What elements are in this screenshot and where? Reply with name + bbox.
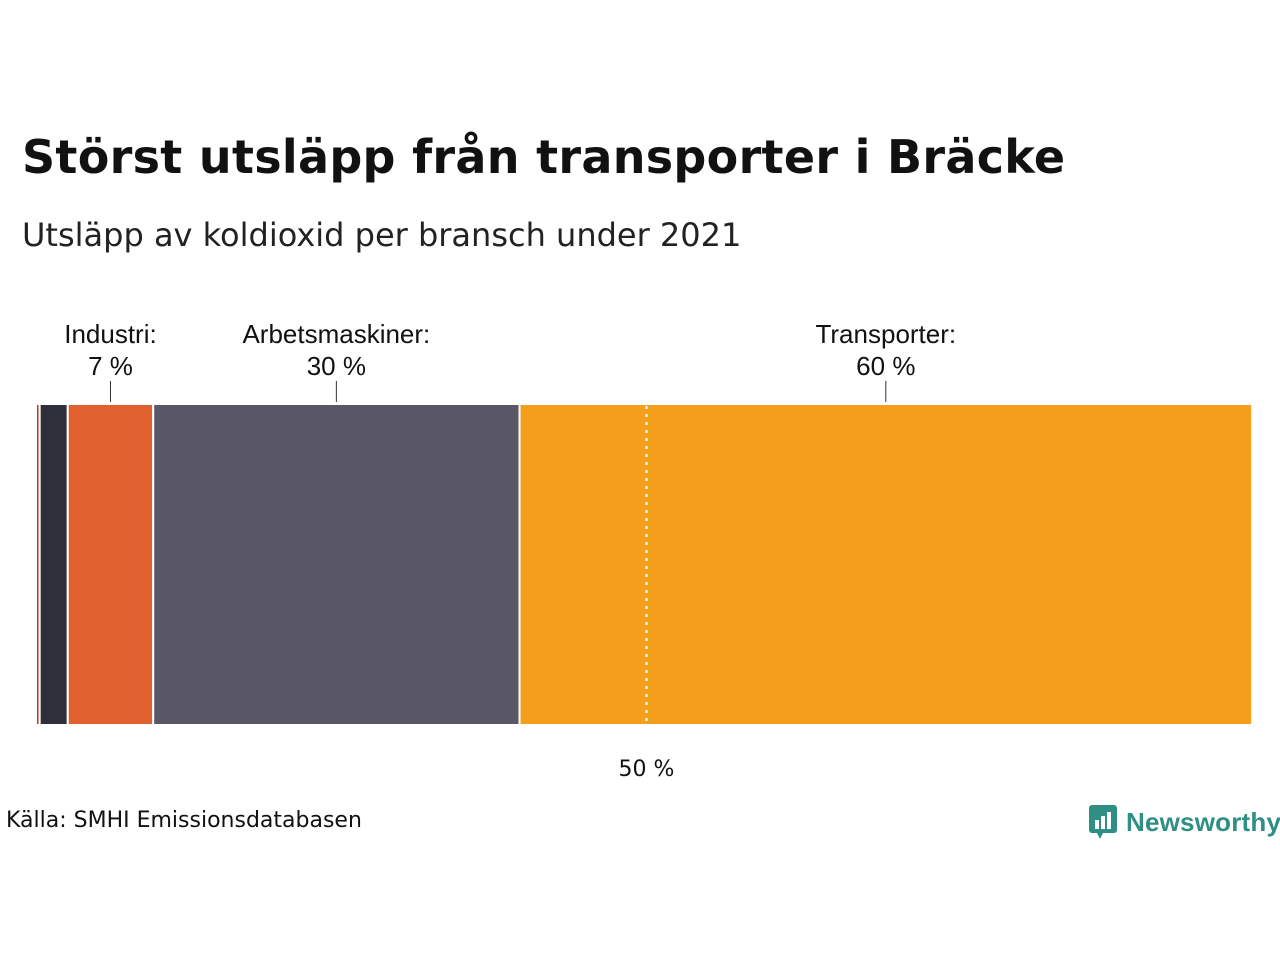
- segment-name-label: Transporter:: [815, 319, 956, 349]
- source-note: Källa: SMHI Emissionsdatabasen: [6, 808, 362, 833]
- newsworthy-logo-icon: [1089, 805, 1117, 839]
- segment-value-label: 60 %: [856, 351, 915, 381]
- chart-subtitle: Utsläpp av koldioxid per bransch under 2…: [22, 216, 742, 254]
- reference-line-group: 50 %: [619, 406, 675, 782]
- chart-title: Störst utsläpp från transporter i Bräcke: [22, 130, 1066, 184]
- segment-name-label: Industri:: [64, 319, 157, 349]
- stacked-bar-chart: Industri:7 % Arbetsmaskiner:30 % Transport…: [35, 319, 1254, 782]
- brand-name: Newsworthy: [1126, 806, 1280, 837]
- bar-segment-3: [66, 403, 155, 726]
- segment-value-label: 7 %: [88, 351, 133, 381]
- bar-segment-4: [152, 403, 521, 726]
- segment-name-label: Arbetsmaskiner:: [242, 319, 430, 349]
- bar-segment-2: [38, 403, 69, 726]
- segment-value-label: 30 %: [307, 351, 366, 381]
- segment-labels: Industri:7 % Arbetsmaskiner:30 % Transport…: [64, 319, 956, 402]
- bar-segment-5: [518, 403, 1254, 726]
- reference-line-label: 50 %: [619, 757, 675, 782]
- bar-segments: [35, 403, 1254, 726]
- brand-logo: Newsworthy: [1088, 803, 1280, 841]
